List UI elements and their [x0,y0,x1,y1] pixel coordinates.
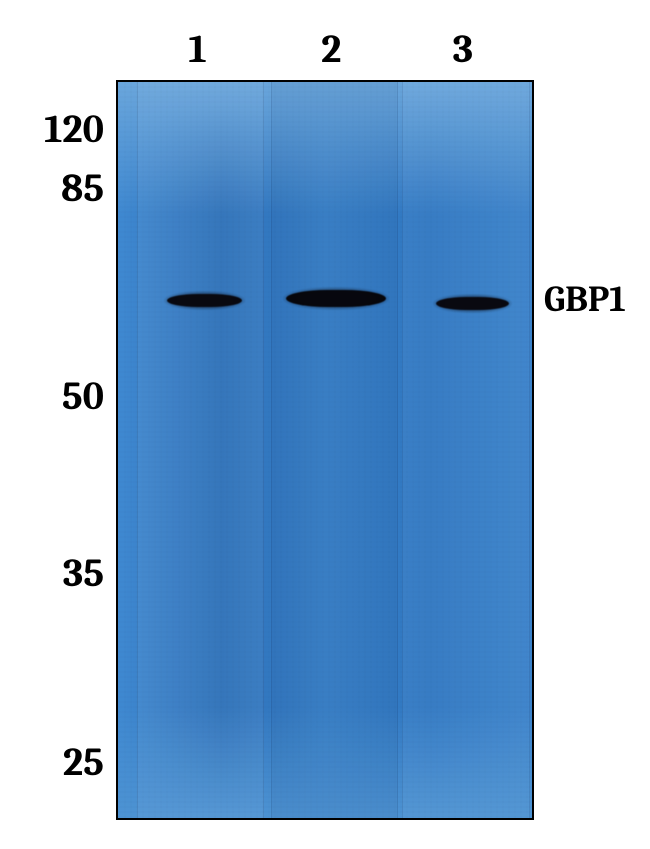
protein-name-label: GBP1 [544,279,626,320]
lane-label-2: 2 [269,26,394,72]
mw-label-2: 50 [0,373,104,419]
band-lane3-gbp1 [436,297,509,310]
western-blot-figure: 1 2 3 120 85 50 35 25 GBP1 [0,0,650,849]
blot-membrane [116,80,534,820]
lane-overlay-3 [402,82,529,818]
band-lane1-gbp1 [167,294,242,307]
band-lane2-gbp1 [286,290,386,307]
mw-label-4: 25 [0,739,104,785]
lane-label-1: 1 [135,26,260,72]
lane-label-3: 3 [400,26,525,72]
mw-label-1: 85 [0,165,104,211]
mw-label-3: 35 [0,550,104,596]
lane-overlay-1 [137,82,264,818]
mw-label-0: 120 [0,106,104,152]
lane-overlay-2 [271,82,398,818]
